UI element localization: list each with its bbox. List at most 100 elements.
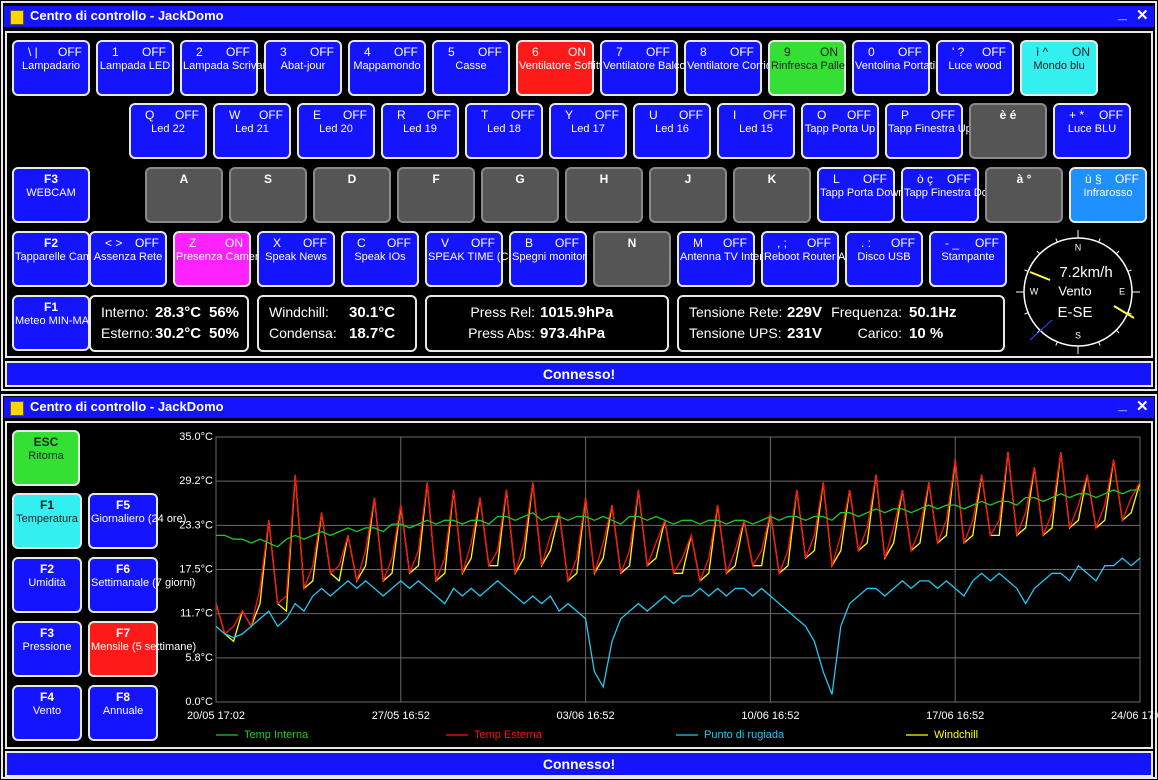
key-button[interactable]: 1 OFF Lampada LED — [96, 40, 174, 96]
key-button[interactable]: N — [593, 231, 671, 287]
key-button[interactable]: Z ON Presenza Camera — [173, 231, 265, 287]
temp-value: 30.2°C — [155, 325, 202, 342]
key-button[interactable]: I OFF Led 15 — [717, 103, 795, 159]
key-label: Rinfresca Palle — [771, 60, 845, 72]
key-button[interactable]: - _ OFF Stampante — [929, 231, 1007, 287]
key-button[interactable]: U OFF Led 16 — [633, 103, 711, 159]
key-button[interactable]: F5 Giornaliero (24 ore) — [88, 493, 187, 549]
key-button[interactable]: F — [397, 167, 475, 223]
key-button[interactable]: 9 ON Rinfresca Palle — [768, 40, 846, 96]
chart-area — [5, 421, 1153, 749]
close-button[interactable]: ✕ — [1136, 7, 1149, 24]
key-button[interactable]: < > OFF Assenza Rete — [89, 231, 167, 287]
key-char: 8 — [700, 45, 707, 59]
temp-value: 28.3°C — [155, 304, 202, 321]
key-button[interactable]: H — [565, 167, 643, 223]
key-button[interactable]: L OFF Tapp Porta Down — [817, 167, 904, 223]
key-button[interactable]: C OFF Speak IOs — [341, 231, 419, 287]
key-button[interactable]: ' ? OFF Luce wood — [936, 40, 1014, 96]
key-button[interactable]: F1 Temperatura — [12, 493, 82, 549]
key-char: F4 — [39, 690, 54, 704]
key-char: T — [481, 108, 489, 122]
key-row: ù § OFF — [1071, 172, 1145, 186]
key-button[interactable]: F3 WEBCAM — [12, 167, 90, 223]
key-button[interactable]: F8 Annuale — [88, 685, 158, 741]
key-char: ' ? — [952, 45, 965, 59]
key-label: Assenza Rete — [93, 251, 163, 263]
key-button[interactable]: ì ^ ON Mondo blu — [1020, 40, 1098, 96]
key-button[interactable]: X OFF Speak News — [257, 231, 335, 287]
key-button[interactable]: \ | OFF Lampadario — [12, 40, 90, 96]
key-button[interactable]: A — [145, 167, 223, 223]
key-button[interactable]: 3 OFF Abat-jour — [264, 40, 342, 96]
key-button[interactable]: B OFF Spegni monitor — [509, 231, 587, 287]
key-char: F1 — [43, 300, 58, 314]
key-button[interactable]: à ° — [985, 167, 1063, 223]
key-button[interactable]: ò ç OFF Tapp Finestra Down — [901, 167, 1002, 223]
key-char: \ | — [28, 45, 38, 59]
key-state: ON — [820, 45, 838, 59]
key-button[interactable]: O OFF Tapp Porta Up — [801, 103, 879, 159]
key-row: P OFF — [887, 108, 961, 122]
key-button[interactable]: W OFF Led 21 — [213, 103, 291, 159]
key-state: ON — [225, 236, 243, 250]
key-char: 0 — [868, 45, 875, 59]
key-button[interactable]: 0 OFF Ventolina Portatile — [852, 40, 944, 96]
key-button[interactable]: S — [229, 167, 307, 223]
key-button[interactable]: M OFF Antenna TV Interna — [677, 231, 775, 287]
key-char: ò ç — [917, 172, 934, 186]
key-button[interactable]: 5 OFF Casse — [432, 40, 510, 96]
key-button[interactable]: P OFF Tapp Finestra Up — [885, 103, 972, 159]
key-button[interactable]: F6 Settimanale (7 giorni) — [88, 557, 196, 613]
key-state: OFF — [478, 45, 502, 59]
key-button[interactable]: 8 OFF Ventilatore Corridoio — [684, 40, 787, 96]
key-button[interactable]: V OFF SPEAK TIME (Camera) — [425, 231, 543, 287]
key-button[interactable]: F2 Umidità — [12, 557, 82, 613]
key-button[interactable]: T OFF Led 18 — [465, 103, 543, 159]
key-button[interactable]: E OFF Led 20 — [297, 103, 375, 159]
key-button[interactable]: Q OFF Led 22 — [129, 103, 207, 159]
key-button[interactable]: ù § OFF Infrarosso — [1069, 167, 1147, 223]
key-button[interactable]: G — [481, 167, 559, 223]
key-state: OFF — [394, 45, 418, 59]
key-row: U OFF — [635, 108, 709, 122]
dew-value: 18.7°C — [349, 325, 396, 342]
key-char: 4 — [364, 45, 371, 59]
key-button[interactable]: 6 ON Ventilatore Soffitto — [516, 40, 608, 96]
key-button[interactable]: F2 Tapparelle Camera — [12, 231, 108, 287]
key-button[interactable]: , ; OFF Reboot Router ADSL — [761, 231, 867, 287]
key-char: E — [313, 108, 322, 122]
key-label: Stampante — [941, 251, 995, 263]
key-button[interactable]: 2 OFF Lampada Scrivania — [180, 40, 277, 96]
key-button[interactable]: Y OFF Led 17 — [549, 103, 627, 159]
key-label: Led 18 — [487, 123, 521, 135]
key-button[interactable]: K — [733, 167, 811, 223]
key-button[interactable]: J — [649, 167, 727, 223]
power-label: Frequenza: — [831, 304, 902, 320]
key-button[interactable]: ESC Ritorna — [12, 430, 80, 486]
key-row: T OFF — [467, 108, 541, 122]
key-row: I OFF — [719, 108, 793, 122]
key-button[interactable]: D — [313, 167, 391, 223]
key-button[interactable]: . : OFF Disco USB — [845, 231, 923, 287]
key-char: O — [817, 108, 827, 122]
key-button[interactable]: F3 Pressione — [12, 621, 82, 677]
minimize-button[interactable]: _ — [1118, 396, 1127, 413]
key-state: ON — [1072, 45, 1090, 59]
close-button[interactable]: ✕ — [1136, 398, 1149, 415]
key-button[interactable]: R OFF Led 19 — [381, 103, 459, 159]
minimize-button[interactable]: _ — [1118, 5, 1127, 22]
dew-value: 30.1°C — [349, 304, 396, 321]
key-button[interactable]: 7 OFF Ventilatore Balcone — [600, 40, 698, 96]
key-button[interactable]: F7 Mensile (5 settimane) — [88, 621, 196, 677]
key-button[interactable]: 4 OFF Mappamondo — [348, 40, 426, 96]
key-button[interactable]: F1 Meteo MIN-MAX — [12, 295, 96, 351]
key-char: X — [273, 236, 282, 250]
key-row: 0 OFF — [854, 45, 928, 59]
key-button[interactable]: + * OFF Luce BLU — [1053, 103, 1131, 159]
key-button[interactable]: è é — [969, 103, 1047, 159]
key-row: K — [735, 172, 809, 186]
key-label: Giornaliero (24 ore) — [91, 513, 187, 525]
key-button[interactable]: F4 Vento — [12, 685, 82, 741]
key-row: X OFF — [259, 236, 333, 250]
